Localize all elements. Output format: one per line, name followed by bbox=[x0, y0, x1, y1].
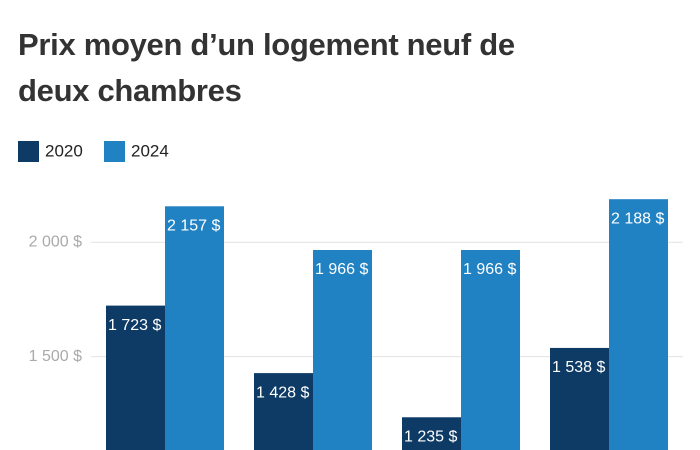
value-label: 1 235 $ bbox=[404, 428, 457, 445]
bar bbox=[313, 249, 372, 450]
legend-label: 2024 bbox=[131, 141, 169, 160]
value-label: 2 188 $ bbox=[611, 210, 664, 227]
bar bbox=[254, 373, 313, 450]
y-tick-label: 2 000 $ bbox=[29, 233, 82, 250]
chart-title: Prix moyen d’un logement neuf de deux ch… bbox=[18, 27, 515, 108]
y-tick-label: 1 500 $ bbox=[29, 348, 82, 365]
value-label: 1 966 $ bbox=[315, 261, 368, 278]
bar bbox=[461, 249, 520, 450]
legend-swatch bbox=[18, 141, 39, 162]
value-label: 2 157 $ bbox=[167, 218, 220, 235]
bar bbox=[402, 417, 461, 450]
legend-swatch bbox=[104, 141, 125, 162]
value-label: 1 966 $ bbox=[463, 261, 516, 278]
bar bbox=[106, 305, 165, 450]
bar bbox=[550, 347, 609, 450]
bar bbox=[609, 199, 668, 450]
value-label: 1 538 $ bbox=[552, 359, 605, 376]
bar bbox=[165, 206, 224, 450]
value-label: 1 428 $ bbox=[256, 384, 309, 401]
legend-label: 2020 bbox=[45, 141, 83, 160]
value-label: 1 723 $ bbox=[108, 317, 161, 334]
